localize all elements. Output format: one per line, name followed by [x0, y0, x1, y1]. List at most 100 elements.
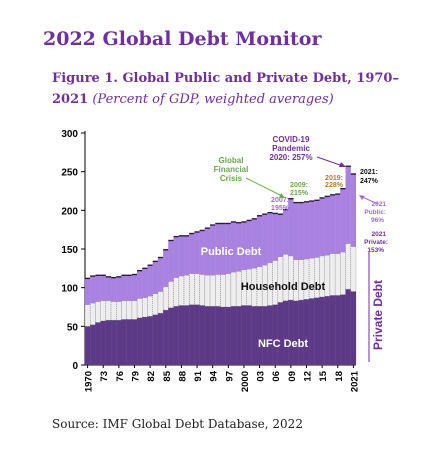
bar-nfc-debt-2021	[350, 291, 357, 366]
bar-public-debt-2018	[335, 193, 341, 254]
bar-public-debt-1980	[137, 270, 143, 299]
covid-arrow-head	[339, 162, 346, 167]
x-tick-label: 97	[224, 371, 235, 382]
bar-public-debt-2002	[251, 218, 258, 269]
bar-public-debt-2016	[324, 196, 331, 256]
x-tick-label: 79	[131, 371, 142, 382]
bar-public-debt-2010	[293, 202, 299, 260]
bar-household-debt-1981	[142, 297, 148, 318]
gfc-annotation-line1: Global	[219, 156, 244, 165]
x-tick-label: 18	[334, 371, 345, 382]
bar-nfc-debt-2008	[282, 300, 289, 366]
bar-nfc-debt-2011	[298, 299, 304, 366]
bar-public-debt-2007	[277, 214, 284, 257]
bar-nfc-debt-1998	[230, 306, 237, 366]
bar-nfc-debt-1971	[90, 324, 96, 366]
bar-public-debt-2001	[246, 220, 252, 270]
bar-nfc-debt-2001	[246, 305, 252, 366]
bar-nfc-debt-1978	[126, 319, 133, 366]
figure-label: Figure 1. Global Public and Private Debt…	[52, 71, 399, 86]
annotation-2021-value: 247%	[360, 178, 379, 185]
x-tick-label: 15	[318, 370, 329, 381]
bar-public-debt-1989	[183, 235, 190, 276]
bar-household-debt-2021	[350, 246, 357, 292]
bar-nfc-debt-1997	[225, 306, 232, 366]
bar-public-debt-1972	[95, 275, 101, 302]
x-tick-label: 91	[193, 370, 204, 381]
bar-nfc-debt-1977	[121, 319, 127, 366]
nfc-debt-label: NFC Debt	[258, 338, 308, 350]
y-tick-label: 50	[67, 322, 79, 333]
annotation-2019-value: 228%	[325, 182, 344, 189]
x-tick-label: 06	[271, 371, 282, 382]
bar-nfc-debt-1972	[95, 322, 101, 366]
bar-household-debt-1994	[209, 275, 216, 307]
bar-nfc-debt-2010	[293, 300, 299, 366]
bar-public-debt-1988	[178, 235, 185, 277]
bar-nfc-debt-2000	[241, 305, 247, 366]
bar-nfc-debt-1985	[163, 309, 169, 366]
x-tick-label: 2021	[349, 370, 360, 392]
x-tick-label: 94	[209, 370, 220, 381]
bar-household-debt-1977	[121, 300, 127, 320]
bar-nfc-debt-2020	[345, 289, 351, 366]
bar-public-debt-1984	[157, 257, 164, 292]
bar-household-debt-1970	[84, 304, 91, 327]
bar-household-debt-2019	[340, 251, 346, 295]
gfc-annotation-line2: Financial	[214, 165, 249, 174]
bar-nfc-debt-2009	[288, 299, 294, 366]
bar-public-debt-1977	[121, 275, 127, 301]
annotation-2009-year: 2009:	[290, 182, 308, 189]
bar-nfc-debt-2016	[324, 296, 331, 366]
chart-labels: Public Debt Household Debt NFC Debt Priv…	[201, 135, 388, 362]
page-title: 2022 Global Debt Monitor	[43, 28, 322, 50]
bar-nfc-debt-2019	[340, 294, 346, 366]
bar-nfc-debt-1999	[236, 306, 242, 366]
gfc-arrow-head	[279, 193, 285, 198]
bar-public-debt-2020	[345, 166, 351, 244]
covid-arrow	[316, 156, 344, 167]
bar-public-debt-2015	[319, 197, 325, 257]
bar-public-debt-1982	[147, 265, 153, 297]
gfc-arrow	[245, 177, 283, 197]
x-tick-label: 09	[287, 371, 298, 382]
bar-public-debt-1986	[168, 240, 174, 282]
public-debt-label: Public Debt	[201, 246, 262, 258]
bar-household-debt-2012	[303, 258, 310, 300]
bar-public-debt-1981	[142, 268, 148, 298]
bar-public-debt-1979	[131, 274, 138, 301]
bar-household-debt-1992	[199, 274, 206, 306]
bar-household-debt-1974	[105, 300, 112, 321]
bar-nfc-debt-2017	[329, 295, 336, 366]
bar-nfc-debt-1992	[199, 305, 205, 366]
covid-annotation-line3: 2020: 257%	[269, 153, 312, 162]
bar-nfc-debt-1974	[105, 320, 112, 366]
bar-public-debt-2008	[282, 209, 289, 255]
annotation-2021-year: 2021:	[360, 169, 378, 176]
bar-household-debt-2009	[288, 255, 294, 301]
bar-household-debt-2020	[345, 243, 351, 290]
figure-subtitle: (Percent of GDP, weighted averages)	[92, 92, 334, 107]
bar-household-debt-1997	[225, 273, 232, 308]
annotation-public-2021-l1: 2021	[372, 201, 387, 208]
bar-household-debt-1988	[178, 275, 185, 306]
y-tick-label: 250	[61, 168, 78, 179]
bar-public-debt-2017	[329, 194, 336, 254]
bar-household-debt-1987	[173, 277, 180, 307]
x-tick-label: 2000	[240, 371, 251, 392]
bar-nfc-debt-1988	[178, 305, 185, 366]
bar-household-debt-2011	[298, 259, 305, 301]
bar-household-debt-1984	[157, 291, 164, 314]
bar-public-debt-1971	[90, 275, 96, 304]
bar-nfc-debt-1993	[204, 306, 211, 366]
x-tick-label: 85	[162, 370, 173, 381]
bar-household-debt-1990	[189, 273, 195, 305]
y-tick-label: 0	[72, 361, 78, 372]
bar-nfc-debt-2007	[277, 302, 284, 366]
x-tick-label: 88	[177, 371, 188, 382]
bar-household-debt-1979	[131, 300, 138, 320]
x-tick-label: 73	[99, 371, 110, 382]
bar-public-debt-2006	[272, 213, 278, 261]
bar-household-debt-1985	[162, 286, 169, 311]
public-2021-arrow-head	[359, 195, 365, 200]
